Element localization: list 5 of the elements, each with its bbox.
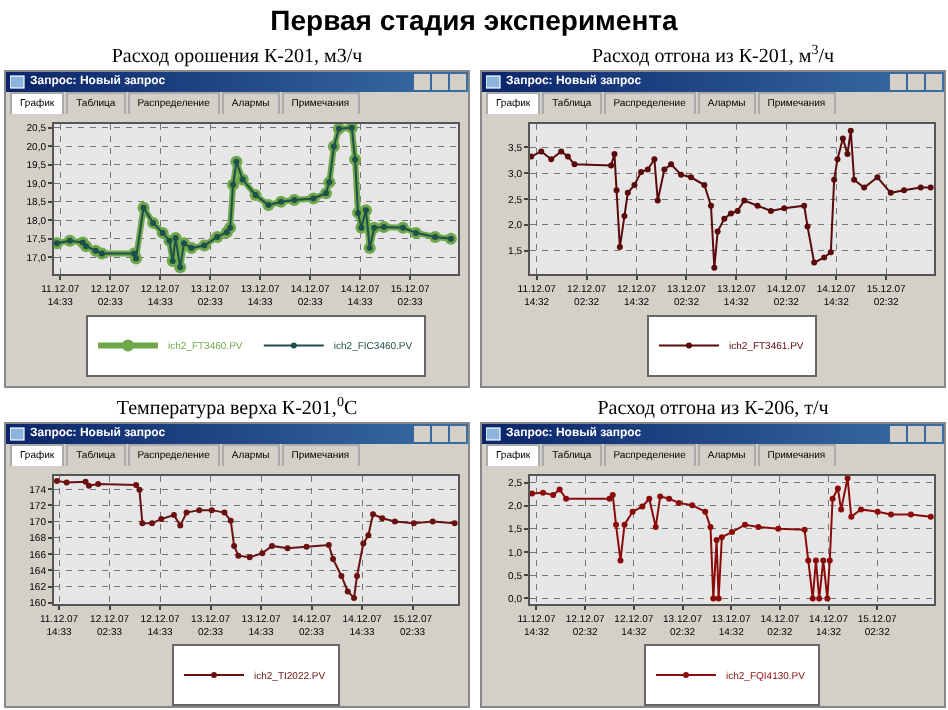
chart-title: Первая стадия эксперимента	[268, 4, 680, 36]
chart-title: Расход отгона из К-201, м$^{3}$/ч	[589, 42, 837, 70]
chart-title: Температура верха К-201,$^{0}$С	[114, 394, 360, 422]
chart-title: Расход отгона из К-206, т/ч	[595, 396, 831, 422]
chart-subtitle: Расход орошения К-201, м3/ч	[109, 44, 365, 70]
